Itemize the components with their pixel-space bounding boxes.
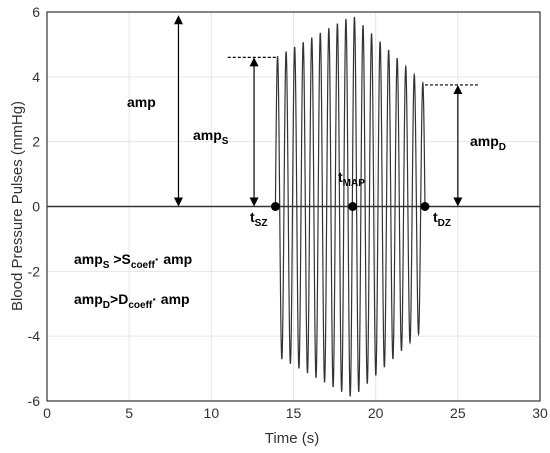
y-axis-label: Blood Pressure Pulses (mmHg) [9,101,26,311]
tick-labels: 0 5 10 15 20 25 30 -6 -4 -2 0 2 4 6 [28,4,548,421]
x-tick-label: 10 [204,405,220,421]
x-tick-label: 5 [125,405,133,421]
y-tick-label: -2 [28,263,41,279]
arrow-head [249,57,259,67]
x-tick-label: 15 [286,405,302,421]
amp-label: amp [127,94,156,110]
y-tick-label: -6 [28,393,41,409]
y-tick-label: -4 [28,328,41,344]
y-tick-label: 4 [32,69,40,85]
x-tick-label: 30 [532,405,548,421]
formula-amp-s: ampS >Scoeff· amp [74,251,192,271]
y-tick-label: 2 [32,134,40,150]
annotations: amp ampS ampD tSZ tMAP tDZ ampS >Scoeff· amp am… [74,15,506,311]
arrow-head [249,197,259,207]
x-tick-label: 20 [368,405,384,421]
amp-s-label: ampS [193,127,229,147]
x-tick-label: 25 [450,405,466,421]
x-tick-label: 0 [43,405,51,421]
y-tick-label: 6 [32,4,40,20]
arrow-head [173,197,183,207]
arrow-head [453,197,463,207]
x-axis-label: Time (s) [265,430,319,447]
plot-frame [46,11,541,402]
y-tick-label: 0 [32,199,40,215]
tdz-marker [420,202,430,211]
formula-amp-d: ampD>Dcoeff· amp [74,291,190,311]
amp-d-label: ampD [470,133,506,153]
pulse-series-line [274,16,426,397]
tsz-marker [270,202,280,211]
arrow-head [453,84,463,94]
tmap-marker [348,202,358,211]
tsz-label: tSZ [250,209,267,229]
tdz-label: tDZ [433,209,451,229]
arrow-head [173,15,183,25]
tmap-label: tMAP [338,169,365,189]
